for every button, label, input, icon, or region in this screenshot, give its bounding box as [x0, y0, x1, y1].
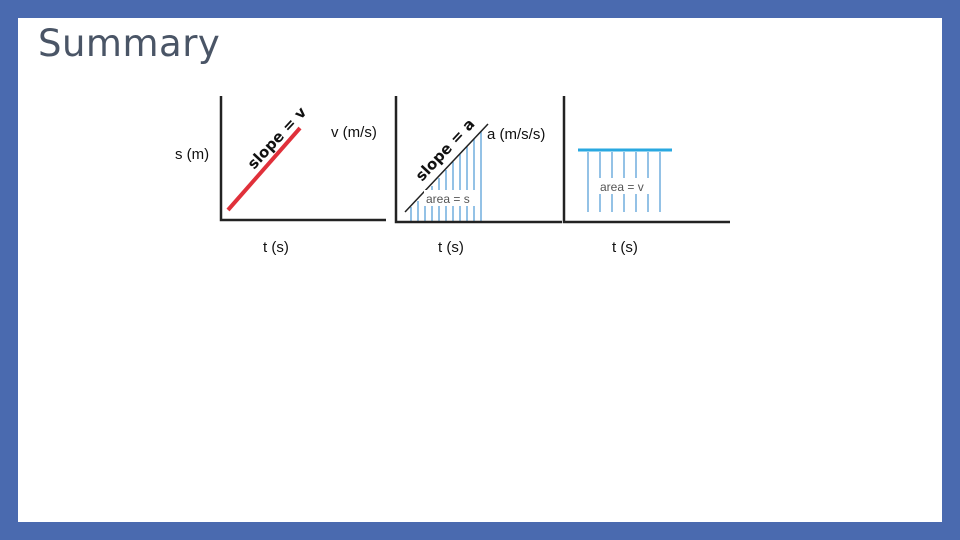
graph3-x-label: t (s): [612, 239, 638, 256]
slide-title: Summary: [38, 22, 221, 65]
graph3-area-label-bg: [598, 178, 656, 194]
acceleration-time-graph: a (m/s/s) t (s) area = v: [487, 96, 730, 256]
graph2-area-label: area = s: [426, 192, 470, 206]
graph1-axes: [219, 96, 386, 222]
graph1-x-label: t (s): [263, 239, 289, 256]
graph2-axes: [394, 96, 562, 224]
position-time-graph: s (m) t (s) slope = v: [175, 96, 386, 256]
graph2-velocity-line: [404, 123, 489, 213]
velocity-time-graph: v (m/s) t (s) slope = a area = s: [331, 96, 562, 256]
graph3-y-label: a (m/s/s): [487, 126, 545, 143]
graph3-area-label: area = v: [600, 180, 644, 194]
graph3-axes: [562, 96, 730, 224]
graph1-y-label: s (m): [175, 146, 209, 163]
graph1-position-line: [226, 126, 302, 212]
graph2-x-label: t (s): [438, 239, 464, 256]
slide: [18, 18, 942, 522]
graph2-y-label: v (m/s): [331, 124, 377, 141]
graph2-slope-annotation: slope = a: [412, 115, 479, 185]
graph1-slope-annotation: slope = v: [244, 103, 311, 173]
graph2-area-label-bg: [424, 190, 478, 206]
